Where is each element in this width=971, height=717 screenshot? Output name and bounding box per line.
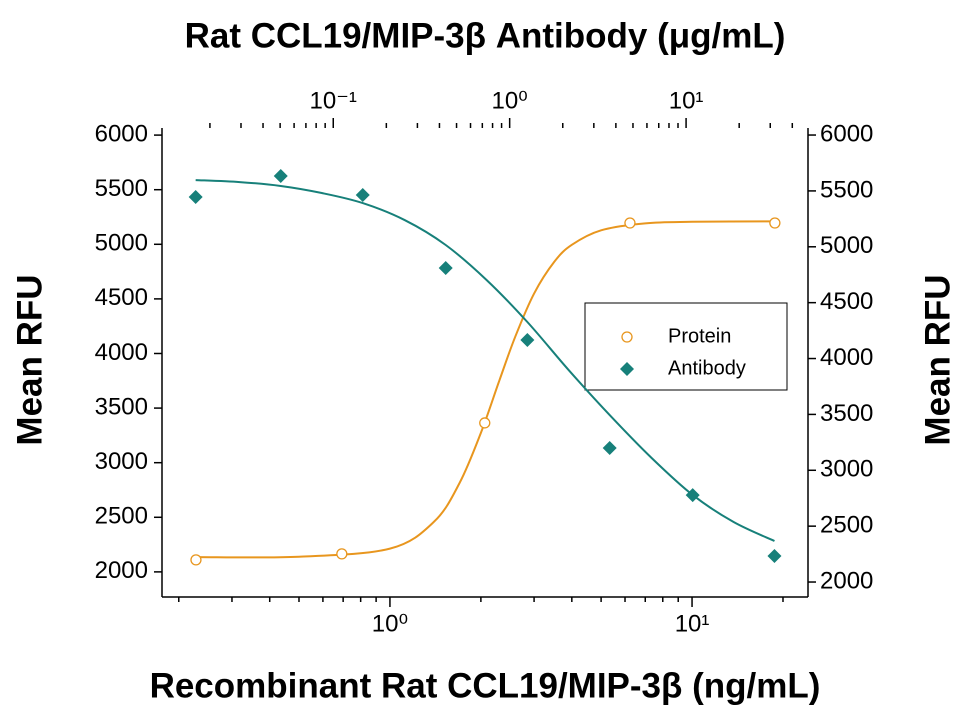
- data-point: [769, 217, 781, 229]
- data-point: [602, 441, 617, 456]
- x-tick-label: 10¹: [675, 610, 710, 637]
- y-tick-label: 4000: [95, 339, 148, 366]
- data-point: [273, 169, 288, 184]
- x2-tick-label: 10⁻¹: [310, 87, 357, 114]
- x-tick-label: 10⁰: [372, 610, 408, 637]
- y2-tick-label: 2000: [820, 567, 873, 594]
- bottom-axis-title: Recombinant Rat CCL19/MIP-3β (ng/mL): [150, 666, 821, 705]
- fit-curve: [197, 220, 777, 559]
- y-tick-label: 2500: [95, 503, 148, 530]
- legend-marker: [620, 362, 634, 376]
- y-axis-title: Mean RFU: [10, 274, 49, 445]
- y-tick-label: 3500: [95, 393, 148, 420]
- data-point: [188, 190, 203, 205]
- y-tick-label: 5500: [95, 175, 148, 202]
- data-point: [190, 554, 202, 566]
- legend-marker: [621, 331, 633, 343]
- data-point: [479, 417, 491, 429]
- y2-tick-label: 3000: [820, 456, 873, 483]
- y-tick-label: 2000: [95, 557, 148, 584]
- y2-tick-label: 5000: [820, 232, 873, 259]
- data-point: [685, 488, 700, 503]
- top-axis-title: Rat CCL19/MIP-3β Antibody (μg/mL): [185, 16, 786, 55]
- y2-tick-label: 6000: [820, 120, 873, 147]
- data-point: [520, 332, 535, 347]
- y2-tick-label: 5500: [820, 176, 873, 203]
- legend-label: Antibody: [668, 357, 746, 379]
- y-tick-label: 6000: [95, 120, 148, 147]
- y2-axis-title: Mean RFU: [918, 274, 957, 445]
- legend-label: Protein: [668, 325, 731, 347]
- y-tick-label: 3000: [95, 448, 148, 475]
- data-point: [438, 261, 453, 276]
- x2-tick-label: 10¹: [669, 87, 704, 114]
- data-point: [336, 548, 348, 560]
- fit-curve: [195, 179, 775, 542]
- x2-tick-label: 10⁰: [491, 87, 527, 114]
- y2-tick-label: 4500: [820, 288, 873, 315]
- y2-tick-label: 3500: [820, 400, 873, 427]
- y-tick-label: 4500: [95, 284, 148, 311]
- data-point: [624, 217, 636, 229]
- y2-tick-label: 4000: [820, 344, 873, 371]
- data-point: [767, 548, 782, 563]
- data-point: [355, 188, 370, 203]
- y-tick-label: 5000: [95, 230, 148, 257]
- legend-box: [584, 302, 788, 391]
- y2-tick-label: 2500: [820, 511, 873, 538]
